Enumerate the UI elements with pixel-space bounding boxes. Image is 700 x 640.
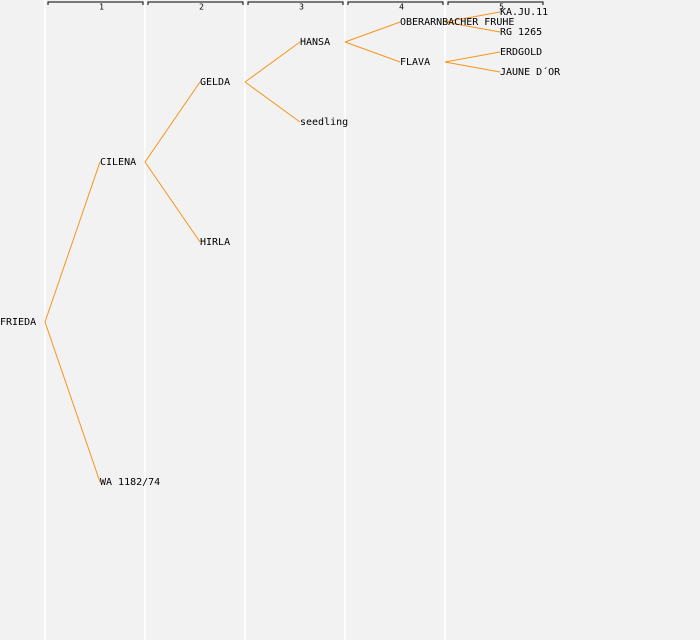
generation-label: 4 (399, 3, 404, 12)
pedigree-edge (444, 11, 501, 23)
node-label: WA 1182/74 (100, 477, 160, 488)
node-label: GELDA (200, 77, 230, 88)
generation-bracket (47, 1, 144, 5)
pedigree-edge (444, 61, 501, 73)
generation-label: 1 (99, 3, 104, 12)
pedigree-edge (444, 51, 501, 63)
node-label: HIRLA (200, 237, 230, 248)
generation-bracket (447, 1, 544, 5)
pedigree-edge (144, 161, 201, 243)
pedigree-edge (44, 321, 101, 483)
generation-bracket (347, 1, 444, 5)
node-label: RG 1265 (500, 27, 542, 38)
generation-label: 2 (199, 3, 204, 12)
generation-bracket (147, 1, 244, 5)
pedigree-edge (344, 21, 401, 43)
generation-bracket (247, 1, 344, 5)
generation-label: 3 (299, 3, 304, 12)
node-label: HANSA (300, 37, 330, 48)
node-label: JAUNE D´OR (500, 66, 561, 78)
node-label: OBERARNBACHER FRUHE (400, 17, 514, 28)
node-label: FRIEDA (0, 317, 36, 328)
node-label: ERDGOLD (500, 47, 542, 58)
pedigree-edge (344, 41, 401, 63)
column-guides (44, 0, 446, 640)
pedigree-edge (44, 161, 101, 323)
node-label: FLAVA (400, 57, 430, 68)
pedigree-edge (444, 21, 501, 33)
node-label: KA.JU.11 (500, 7, 548, 18)
pedigree-edge (244, 41, 301, 83)
node-label: seedling (300, 117, 348, 128)
node-label: CILENA (100, 157, 136, 168)
pedigree-edge (244, 81, 301, 123)
pedigree-edge (144, 81, 201, 163)
generation-label: 5 (499, 3, 504, 12)
